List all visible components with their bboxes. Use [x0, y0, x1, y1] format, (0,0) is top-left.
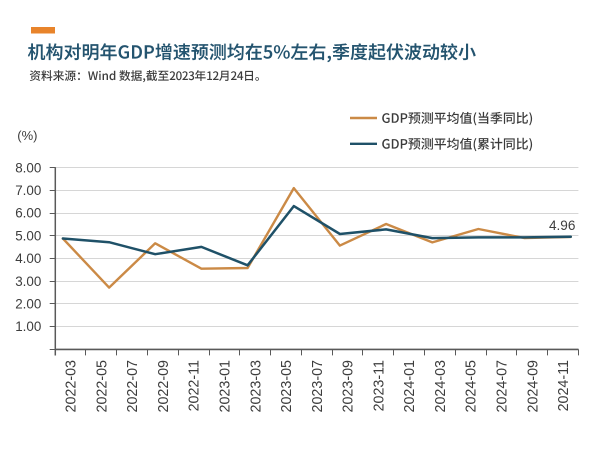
svg-text:2023-05: 2023-05	[279, 360, 295, 413]
svg-text:2024-01: 2024-01	[402, 360, 418, 413]
svg-text:2022-03: 2022-03	[64, 360, 80, 413]
svg-text:7.00: 7.00	[15, 183, 41, 198]
svg-text:2022-09: 2022-09	[156, 360, 172, 413]
svg-text:2022-07: 2022-07	[125, 360, 141, 413]
svg-text:3.00: 3.00	[15, 274, 41, 289]
svg-text:(%): (%)	[17, 128, 37, 143]
svg-text:2022-05: 2022-05	[94, 360, 110, 413]
svg-text:2024-11: 2024-11	[556, 360, 572, 411]
svg-text:6.00: 6.00	[15, 206, 41, 221]
svg-text:4.00: 4.00	[15, 251, 41, 266]
svg-text:2024-09: 2024-09	[525, 360, 541, 413]
svg-text:2023-09: 2023-09	[341, 360, 357, 413]
svg-text:2024-07: 2024-07	[495, 360, 511, 413]
svg-text:2024-05: 2024-05	[464, 360, 480, 413]
svg-text:2024-03: 2024-03	[433, 360, 449, 413]
svg-text:2022-11: 2022-11	[187, 360, 203, 411]
svg-text:5.00: 5.00	[15, 228, 41, 243]
svg-text:8.00: 8.00	[15, 160, 41, 175]
svg-text:1.00: 1.00	[15, 319, 41, 334]
svg-text:2023-01: 2023-01	[218, 360, 234, 413]
svg-text:2.00: 2.00	[15, 297, 41, 312]
svg-text:2023-11: 2023-11	[371, 360, 387, 411]
svg-text:2023-03: 2023-03	[248, 360, 264, 413]
svg-text:2023-07: 2023-07	[310, 360, 326, 413]
svg-text:4.96: 4.96	[549, 218, 575, 233]
